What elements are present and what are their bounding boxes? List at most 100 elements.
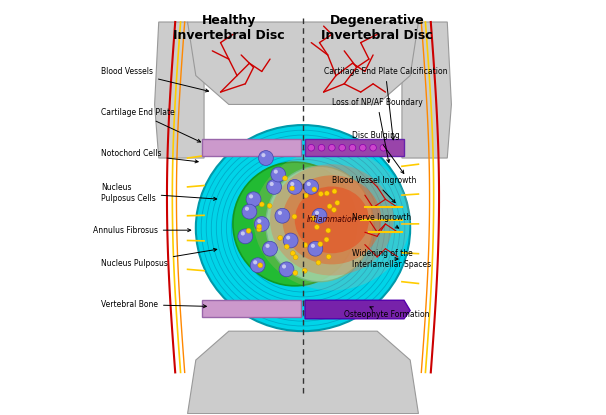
Circle shape <box>290 186 295 191</box>
Text: Healthy
Invertebral Disc: Healthy Invertebral Disc <box>173 14 285 42</box>
Ellipse shape <box>233 162 356 286</box>
Circle shape <box>262 241 278 256</box>
Circle shape <box>257 219 261 223</box>
Circle shape <box>292 214 297 219</box>
Circle shape <box>275 208 290 223</box>
Circle shape <box>293 271 298 276</box>
Circle shape <box>311 244 315 248</box>
Text: Annulus Fibrosus: Annulus Fibrosus <box>93 226 191 234</box>
Circle shape <box>308 144 315 151</box>
Circle shape <box>245 207 249 211</box>
Circle shape <box>318 144 325 151</box>
Text: Nucleus
Pulposus Cells: Nucleus Pulposus Cells <box>101 183 217 203</box>
Ellipse shape <box>266 166 373 282</box>
Text: Loss of NP/AF Boundary: Loss of NP/AF Boundary <box>332 98 422 163</box>
Circle shape <box>304 193 308 198</box>
Circle shape <box>318 242 323 247</box>
Circle shape <box>312 187 317 192</box>
Circle shape <box>311 216 316 221</box>
Circle shape <box>316 260 321 265</box>
Polygon shape <box>305 300 410 319</box>
Text: Notochord Cells: Notochord Cells <box>101 149 198 163</box>
Circle shape <box>238 229 253 244</box>
Circle shape <box>270 182 274 186</box>
Circle shape <box>267 203 272 208</box>
Circle shape <box>246 192 261 207</box>
Circle shape <box>242 204 257 219</box>
Circle shape <box>380 144 387 151</box>
Circle shape <box>253 260 257 264</box>
Circle shape <box>331 208 336 212</box>
Polygon shape <box>188 22 418 105</box>
Circle shape <box>312 208 327 223</box>
Circle shape <box>282 176 287 181</box>
Text: Inflammation: Inflammation <box>307 215 357 225</box>
Ellipse shape <box>196 125 410 331</box>
Circle shape <box>283 233 298 248</box>
Text: Osteophyte Formation: Osteophyte Formation <box>344 307 430 319</box>
Text: Blood Vessels: Blood Vessels <box>101 67 208 92</box>
Circle shape <box>246 228 251 233</box>
Circle shape <box>259 151 273 166</box>
Ellipse shape <box>295 186 369 253</box>
Text: Blood Vessel Ingrowth: Blood Vessel Ingrowth <box>332 176 416 203</box>
Polygon shape <box>202 300 301 317</box>
Text: Widening of the
Interlamellar Spaces: Widening of the Interlamellar Spaces <box>353 249 431 269</box>
Circle shape <box>304 179 319 194</box>
Circle shape <box>255 217 269 232</box>
Circle shape <box>290 251 295 256</box>
Circle shape <box>293 255 298 260</box>
Text: Disc Bulging: Disc Bulging <box>353 131 404 173</box>
Circle shape <box>332 189 337 194</box>
Text: Degenerative
Invertebral Disc: Degenerative Invertebral Disc <box>321 14 433 42</box>
Circle shape <box>307 182 311 186</box>
Circle shape <box>249 194 253 198</box>
Ellipse shape <box>270 164 394 276</box>
Circle shape <box>278 235 282 240</box>
Circle shape <box>324 237 329 242</box>
Text: Nerve Ingrowth: Nerve Ingrowth <box>353 213 411 228</box>
Text: Cartilage End Plate: Cartilage End Plate <box>101 108 201 142</box>
Text: Cartilage End Plate Calcification: Cartilage End Plate Calcification <box>324 67 447 140</box>
Circle shape <box>359 144 366 151</box>
Circle shape <box>302 268 307 273</box>
Circle shape <box>274 170 278 174</box>
Circle shape <box>318 191 324 196</box>
Polygon shape <box>155 22 204 158</box>
Circle shape <box>286 236 290 239</box>
Text: Vertebral Bone: Vertebral Bone <box>101 300 207 309</box>
Circle shape <box>370 144 376 151</box>
Polygon shape <box>202 139 301 156</box>
Circle shape <box>326 254 331 259</box>
Circle shape <box>241 232 245 236</box>
Circle shape <box>339 144 345 151</box>
Circle shape <box>349 144 356 151</box>
Circle shape <box>282 264 286 269</box>
Polygon shape <box>402 22 451 158</box>
Circle shape <box>259 202 264 207</box>
Circle shape <box>308 241 323 256</box>
Circle shape <box>258 263 263 268</box>
Circle shape <box>328 144 335 151</box>
Circle shape <box>261 153 265 157</box>
Polygon shape <box>305 139 404 156</box>
Circle shape <box>315 225 319 229</box>
Circle shape <box>265 244 270 248</box>
Circle shape <box>324 191 329 196</box>
Circle shape <box>256 227 262 232</box>
Circle shape <box>278 211 282 215</box>
Circle shape <box>284 244 289 249</box>
Text: Nucleus Pulposus: Nucleus Pulposus <box>101 248 217 268</box>
Circle shape <box>315 211 319 215</box>
Circle shape <box>257 224 262 229</box>
Circle shape <box>303 242 308 247</box>
Circle shape <box>335 200 340 205</box>
Circle shape <box>271 167 285 182</box>
Polygon shape <box>188 331 418 414</box>
Circle shape <box>250 258 265 273</box>
Circle shape <box>326 228 331 233</box>
Circle shape <box>267 179 282 194</box>
Circle shape <box>327 204 332 209</box>
Ellipse shape <box>253 149 410 290</box>
Circle shape <box>290 182 295 186</box>
